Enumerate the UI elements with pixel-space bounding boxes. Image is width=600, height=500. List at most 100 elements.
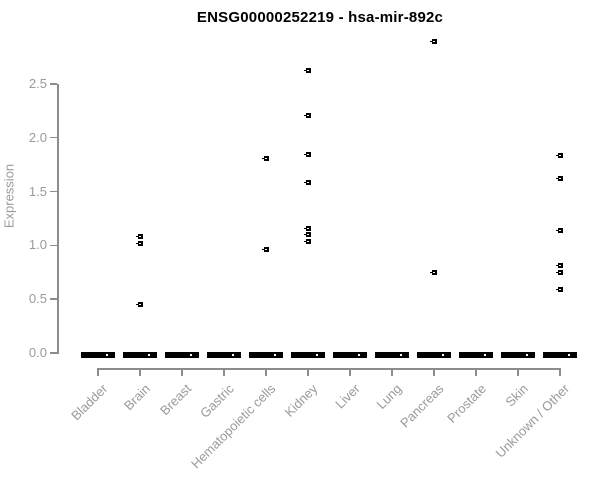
x-category-label: Liver: [332, 381, 363, 412]
data-point: [304, 112, 311, 118]
point-center-gap: [265, 157, 267, 159]
point-center-gap: [433, 41, 435, 43]
x-category-label: Bladder: [68, 381, 111, 424]
point-whisker: [304, 182, 306, 184]
point-whisker: [304, 240, 306, 242]
data-point: [304, 225, 311, 231]
zero-dash-gap: [400, 354, 402, 356]
x-category-label: Prostate: [443, 381, 489, 426]
chart-title: ENSG00000252219 - hsa-mir-892c: [196, 9, 444, 26]
zero-cluster-dash: [123, 352, 157, 358]
data-point: [304, 238, 311, 244]
point-center-gap: [559, 271, 561, 273]
x-tick: [475, 368, 477, 376]
x-category-label: Breast: [157, 381, 195, 419]
point-center-gap: [433, 271, 435, 273]
data-point: [136, 240, 143, 246]
x-tick: [391, 368, 393, 376]
y-tick: [50, 244, 57, 247]
zero-cluster-dash: [375, 352, 409, 358]
zero-cluster-dash: [165, 352, 199, 358]
data-point: [262, 247, 269, 253]
y-tick-label: 2.0: [28, 129, 47, 145]
zero-cluster-dash: [291, 352, 325, 358]
point-whisker: [430, 41, 432, 43]
x-tick: [517, 368, 519, 376]
y-tick: [50, 298, 57, 300]
x-category-label: Lung: [373, 381, 405, 413]
point-center-gap: [139, 236, 141, 238]
point-center-gap: [307, 240, 309, 242]
y-tick: [50, 136, 57, 139]
point-center-gap: [307, 182, 309, 184]
y-tick-label: 2.5: [28, 75, 47, 91]
point-center-gap: [559, 265, 561, 267]
data-point: [556, 286, 563, 292]
point-whisker: [304, 227, 306, 229]
point-whisker: [136, 242, 138, 244]
x-tick: [349, 368, 351, 376]
point-center-gap: [559, 288, 561, 290]
data-point: [556, 269, 563, 275]
point-center-gap: [559, 178, 561, 180]
point-whisker: [556, 265, 558, 267]
x-tick: [307, 368, 309, 376]
point-whisker: [304, 70, 306, 72]
point-whisker: [556, 229, 558, 231]
data-point: [304, 68, 311, 74]
zero-dash-gap: [148, 354, 150, 356]
y-tick: [50, 190, 57, 193]
zero-cluster-dash: [459, 352, 493, 358]
zero-cluster-dash: [333, 352, 367, 358]
point-whisker: [556, 271, 558, 273]
point-center-gap: [307, 114, 309, 116]
zero-cluster-dash: [81, 352, 115, 358]
data-point: [430, 269, 437, 275]
x-tick: [223, 368, 225, 376]
point-whisker: [430, 271, 432, 273]
point-whisker: [262, 249, 264, 251]
y-tick: [50, 83, 57, 85]
zero-dash-gap: [232, 354, 234, 356]
data-point: [262, 155, 269, 161]
data-point: [136, 302, 143, 308]
x-tick: [97, 368, 99, 376]
point-center-gap: [559, 229, 561, 231]
data-point: [556, 263, 563, 269]
x-axis-line: [97, 368, 561, 370]
zero-dash-gap: [526, 354, 528, 356]
point-center-gap: [559, 155, 561, 157]
point-whisker: [304, 114, 306, 116]
y-axis-line: [57, 84, 59, 354]
y-tick-label: 1.0: [28, 237, 47, 253]
point-whisker: [136, 236, 138, 238]
point-whisker: [304, 154, 306, 156]
point-whisker: [556, 178, 558, 180]
x-tick: [139, 368, 141, 376]
zero-cluster-dash: [501, 352, 535, 358]
point-whisker: [262, 157, 264, 159]
x-category-label: Brain: [120, 381, 153, 414]
x-tick: [181, 368, 183, 376]
data-point: [136, 234, 143, 240]
zero-dash-gap: [190, 354, 192, 356]
x-category-label: Pancreas: [397, 381, 447, 431]
point-center-gap: [307, 227, 309, 229]
zero-dash-gap: [568, 354, 570, 356]
zero-dash-gap: [106, 354, 108, 356]
y-tick: [50, 352, 57, 354]
x-category-label: Kidney: [281, 381, 321, 420]
point-center-gap: [139, 304, 141, 306]
zero-dash-gap: [274, 354, 276, 356]
x-category-label: Skin: [502, 381, 531, 410]
x-tick: [265, 368, 267, 376]
x-tick: [433, 368, 435, 376]
data-point: [304, 180, 311, 186]
x-tick: [559, 368, 561, 376]
y-tick-label: 0.5: [28, 291, 47, 307]
zero-dash-gap: [316, 354, 318, 356]
point-whisker: [556, 155, 558, 157]
zero-cluster-dash: [543, 352, 577, 358]
zero-dash-gap: [484, 354, 486, 356]
